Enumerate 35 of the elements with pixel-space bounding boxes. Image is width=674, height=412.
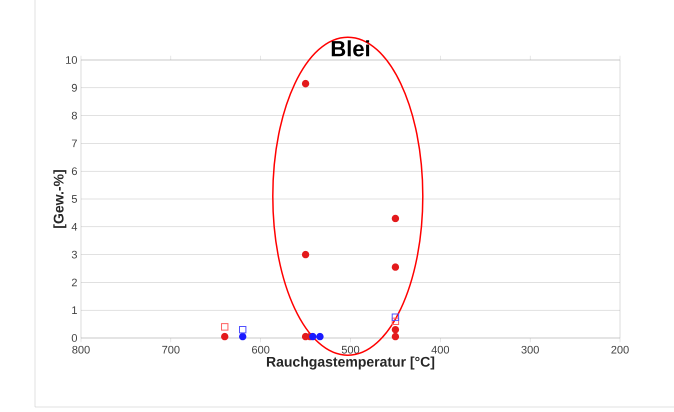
x-tick-label: 300 xyxy=(521,346,539,354)
x-tick-label: 700 xyxy=(162,346,180,354)
x-tick-label: 400 xyxy=(431,346,450,354)
x-tick-label: 200 xyxy=(611,346,629,354)
y-tick-label: 6 xyxy=(72,167,77,176)
y-tick-label: 9 xyxy=(72,84,77,92)
y-tick-label: 3 xyxy=(72,250,77,258)
x-axis-title: Rauchgastemperatur [°C] xyxy=(266,356,434,370)
point xyxy=(316,332,324,340)
point xyxy=(392,332,400,340)
point xyxy=(392,326,400,334)
y-tick-label: 10 xyxy=(66,56,78,64)
point xyxy=(238,326,246,334)
point xyxy=(302,80,310,88)
y-tick-label: 7 xyxy=(72,140,77,148)
x-tick-label: 800 xyxy=(72,346,90,354)
x-tick-label: 500 xyxy=(342,346,360,354)
chart-title: Blei xyxy=(332,40,370,56)
y-tick-label: 1 xyxy=(72,306,77,314)
y-tick-label: 8 xyxy=(72,112,77,120)
point xyxy=(302,250,310,258)
point xyxy=(238,332,246,340)
point xyxy=(392,313,400,321)
point xyxy=(392,318,400,326)
point xyxy=(309,332,316,340)
x-tick-label: 600 xyxy=(252,346,270,354)
point xyxy=(221,323,228,331)
y-axis-title: [Gew.-%] xyxy=(53,170,66,228)
point xyxy=(392,214,400,222)
y-tick-label: 5 xyxy=(72,195,77,203)
point xyxy=(392,263,400,271)
y-tick-label: 2 xyxy=(72,278,77,286)
y-tick-label: 0 xyxy=(72,334,78,342)
point xyxy=(221,332,228,340)
y-tick-label: 4 xyxy=(72,223,78,231)
